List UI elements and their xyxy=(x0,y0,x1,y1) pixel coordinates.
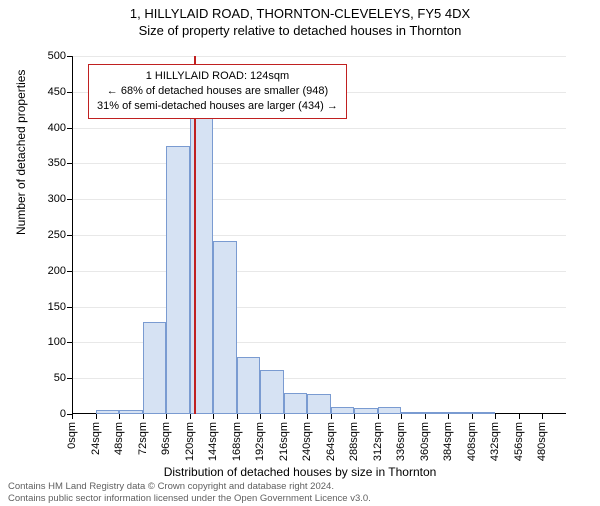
xtick-label: 288sqm xyxy=(348,422,360,461)
xtick-mark xyxy=(284,414,285,419)
chart-title-block: 1, HILLYLAID ROAD, THORNTON-CLEVELEYS, F… xyxy=(0,6,600,38)
histogram-bar xyxy=(354,408,378,414)
xtick-mark xyxy=(542,414,543,419)
xtick-mark xyxy=(166,414,167,419)
xtick-label: 240sqm xyxy=(301,422,313,461)
xtick-mark xyxy=(213,414,214,419)
annotation-line3: 31% of semi-detached houses are larger (… xyxy=(97,99,338,114)
xtick-mark xyxy=(354,414,355,419)
xtick-mark xyxy=(448,414,449,419)
xtick-mark xyxy=(331,414,332,419)
histogram-bar xyxy=(260,370,284,414)
xtick-mark xyxy=(119,414,120,419)
xtick-label: 24sqm xyxy=(90,422,102,455)
gridline xyxy=(72,271,566,272)
xtick-mark xyxy=(307,414,308,419)
xtick-label: 144sqm xyxy=(207,422,219,461)
gridline xyxy=(72,56,566,57)
ytick-mark xyxy=(67,271,72,272)
xtick-mark xyxy=(401,414,402,419)
xtick-label: 432sqm xyxy=(489,422,501,461)
histogram-bar xyxy=(448,412,472,414)
ytick-label: 500 xyxy=(36,50,66,62)
ytick-mark xyxy=(67,342,72,343)
gridline xyxy=(72,307,566,308)
xtick-mark xyxy=(472,414,473,419)
xtick-mark xyxy=(237,414,238,419)
histogram-bar xyxy=(425,412,449,414)
xtick-label: 384sqm xyxy=(442,422,454,461)
histogram-bar xyxy=(307,394,331,414)
annotation-line1: 1 HILLYLAID ROAD: 124sqm xyxy=(97,69,338,84)
histogram-bar xyxy=(143,322,167,414)
ytick-label: 100 xyxy=(36,336,66,348)
xtick-label: 312sqm xyxy=(372,422,384,461)
xtick-mark xyxy=(260,414,261,419)
ytick-mark xyxy=(67,128,72,129)
xtick-label: 96sqm xyxy=(160,422,172,455)
footer-attribution: Contains HM Land Registry data © Crown c… xyxy=(8,481,371,504)
histogram-bar xyxy=(166,146,190,415)
xtick-label: 0sqm xyxy=(66,422,78,449)
ytick-label: 0 xyxy=(36,408,66,420)
xtick-mark xyxy=(519,414,520,419)
chart-title-line1: 1, HILLYLAID ROAD, THORNTON-CLEVELEYS, F… xyxy=(0,6,600,21)
ytick-label: 50 xyxy=(36,372,66,384)
xtick-mark xyxy=(143,414,144,419)
xtick-label: 120sqm xyxy=(184,422,196,461)
xtick-mark xyxy=(425,414,426,419)
ytick-mark xyxy=(67,307,72,308)
ytick-label: 350 xyxy=(36,157,66,169)
footer-line1: Contains HM Land Registry data © Crown c… xyxy=(8,481,371,492)
xtick-mark xyxy=(96,414,97,419)
chart-subtitle: Size of property relative to detached ho… xyxy=(0,23,600,38)
footer-line2: Contains public sector information licen… xyxy=(8,493,371,504)
gridline xyxy=(72,128,566,129)
ytick-label: 400 xyxy=(36,122,66,134)
xtick-label: 216sqm xyxy=(278,422,290,461)
ytick-mark xyxy=(67,163,72,164)
histogram-bar xyxy=(378,407,402,414)
ytick-mark xyxy=(67,92,72,93)
gridline xyxy=(72,235,566,236)
gridline xyxy=(72,163,566,164)
ytick-mark xyxy=(67,235,72,236)
ytick-label: 300 xyxy=(36,193,66,205)
ytick-label: 200 xyxy=(36,265,66,277)
ytick-label: 250 xyxy=(36,229,66,241)
ytick-label: 450 xyxy=(36,86,66,98)
gridline xyxy=(72,199,566,200)
histogram-bar xyxy=(331,407,355,414)
annotation-line2: ← 68% of detached houses are smaller (94… xyxy=(97,84,338,99)
xtick-label: 336sqm xyxy=(395,422,407,461)
xtick-mark xyxy=(72,414,73,419)
ytick-label: 150 xyxy=(36,301,66,313)
xtick-label: 408sqm xyxy=(466,422,478,461)
xtick-label: 264sqm xyxy=(325,422,337,461)
xtick-label: 456sqm xyxy=(513,422,525,461)
histogram-bar xyxy=(284,393,308,414)
histogram-bar xyxy=(401,412,425,414)
histogram-bar xyxy=(119,410,143,414)
ytick-mark xyxy=(67,378,72,379)
xtick-label: 480sqm xyxy=(536,422,548,461)
histogram-bar xyxy=(472,412,496,414)
xtick-mark xyxy=(378,414,379,419)
xtick-mark xyxy=(495,414,496,419)
xtick-label: 48sqm xyxy=(113,422,125,455)
property-annotation-box: 1 HILLYLAID ROAD: 124sqm ← 68% of detach… xyxy=(88,64,347,119)
xtick-label: 72sqm xyxy=(137,422,149,455)
xtick-mark xyxy=(190,414,191,419)
xtick-label: 360sqm xyxy=(419,422,431,461)
histogram-bar xyxy=(213,241,237,414)
x-axis-label: Distribution of detached houses by size … xyxy=(0,465,600,479)
xtick-label: 168sqm xyxy=(231,422,243,461)
y-axis-label: Number of detached properties xyxy=(14,70,28,235)
histogram-bar xyxy=(96,410,120,414)
histogram-bar xyxy=(237,357,261,414)
ytick-mark xyxy=(67,199,72,200)
xtick-label: 192sqm xyxy=(254,422,266,461)
ytick-mark xyxy=(67,56,72,57)
